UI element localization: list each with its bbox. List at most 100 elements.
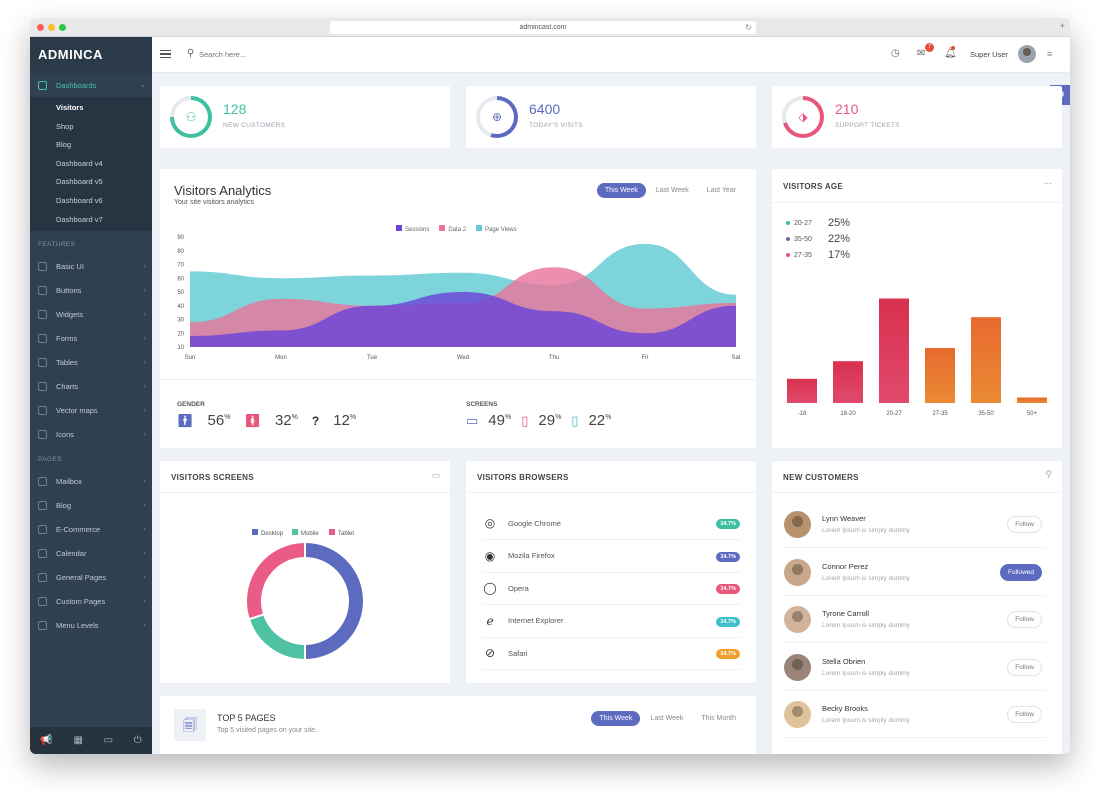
- chat-icon[interactable]: ▭: [103, 735, 114, 746]
- new-tab-icon[interactable]: +: [1059, 21, 1065, 31]
- screens-mobile: 22%: [588, 412, 611, 429]
- tab-last-year[interactable]: Last Year: [706, 187, 736, 194]
- customer-subtitle: Lorem Ipsum is simply dummy: [822, 622, 910, 629]
- close-dot[interactable]: [37, 24, 44, 31]
- customer-avatar[interactable]: [784, 653, 811, 681]
- reload-icon[interactable]: ↻: [745, 23, 752, 32]
- nav-item[interactable]: Calendar ‹: [30, 541, 152, 565]
- customer-name[interactable]: Lynn Weaver: [822, 514, 866, 523]
- gender-female: 32%: [275, 412, 298, 429]
- submenu-item[interactable]: Dashboard v4: [56, 158, 103, 168]
- minimize-dot[interactable]: [48, 24, 55, 31]
- tab-this-week[interactable]: This Week: [596, 183, 646, 198]
- browser-icon: ℯ: [486, 613, 494, 628]
- stat-value: 6400: [529, 101, 561, 117]
- browser-row[interactable]: ℯ Internet Explorer 34.7%: [482, 605, 740, 638]
- submenu-item[interactable]: Visitors: [56, 103, 84, 112]
- search-input[interactable]: [199, 46, 399, 62]
- tab-last-week[interactable]: Last Week: [655, 187, 689, 194]
- nav-label: Forms: [56, 333, 78, 343]
- customer-avatar[interactable]: [784, 511, 811, 538]
- customer-avatar[interactable]: [784, 558, 811, 586]
- user-icon[interactable]: ⚲: [1045, 469, 1052, 479]
- nav-item[interactable]: Custom Pages ‹: [30, 589, 152, 613]
- series-area: [190, 292, 736, 347]
- submenu-item[interactable]: Dashboard v6: [56, 195, 103, 205]
- y-tick-label: 50: [177, 290, 184, 296]
- mail-icon[interactable]: ✉: [917, 48, 926, 59]
- browser-row[interactable]: ◎ Google Chrome 34.7%: [482, 507, 740, 540]
- tab-this-week[interactable]: This Week: [591, 711, 641, 726]
- brand-logo[interactable]: ADMINCA: [30, 37, 152, 73]
- customer-avatar[interactable]: [784, 606, 811, 633]
- hamburger-icon[interactable]: [160, 50, 171, 58]
- nav-item[interactable]: Menu Levels ‹: [30, 613, 152, 637]
- chevron-icon: ‹: [143, 501, 146, 509]
- clock-icon[interactable]: ◷: [891, 48, 900, 59]
- browser-icon: ◉: [484, 548, 496, 563]
- follow-button[interactable]: Followed: [999, 563, 1042, 581]
- follow-button[interactable]: Follow: [1007, 658, 1042, 676]
- stat-label: TODAY'S VISITS: [529, 122, 583, 129]
- submenu-item[interactable]: Blog: [56, 140, 72, 150]
- nav-item[interactable]: Widgets ‹: [30, 302, 152, 326]
- nav-item[interactable]: Vector maps ‹: [30, 398, 152, 422]
- value: 12: [333, 412, 350, 429]
- nav-label: Menu Levels: [56, 620, 99, 630]
- submenu-item[interactable]: Dashboard v7: [56, 214, 103, 224]
- divider: [160, 492, 450, 493]
- nav-item[interactable]: Tables ‹: [30, 350, 152, 374]
- legend-swatch: [252, 529, 258, 535]
- submenu-item[interactable]: Dashboard v5: [56, 177, 103, 187]
- new-customers-card: NEW CUSTOMERS ⚲ Lynn Weaver Lorem Ipsum i…: [772, 461, 1062, 754]
- browser-name: Safari: [508, 648, 528, 658]
- x-tick-label: 50+: [1027, 411, 1038, 417]
- bell-icon[interactable]: 🔔︎: [944, 48, 957, 59]
- more-options-icon[interactable]: ...: [1043, 176, 1052, 187]
- nav-label: Buttons: [56, 285, 82, 295]
- nav-icon: [38, 261, 47, 271]
- nav-icon: [38, 548, 47, 558]
- customer-avatar[interactable]: [784, 701, 811, 728]
- monitor-icon[interactable]: ▭: [431, 470, 440, 480]
- menu-lines-icon[interactable]: ≡: [1047, 49, 1053, 59]
- tab-this-month[interactable]: This Month: [701, 715, 736, 722]
- user-avatar[interactable]: [1018, 45, 1036, 63]
- follow-button[interactable]: Follow: [1007, 516, 1042, 533]
- customer-name[interactable]: Stella Obrien: [822, 656, 866, 666]
- nav-item[interactable]: Icons ‹: [30, 422, 152, 446]
- power-icon[interactable]: ⏻: [133, 735, 142, 746]
- tab-last-week[interactable]: Last Week: [650, 715, 684, 722]
- legend-label: Page Views: [485, 227, 517, 233]
- nav-item[interactable]: E-Commerce ‹: [30, 517, 152, 541]
- maximize-dot[interactable]: [59, 24, 66, 31]
- nav-item[interactable]: Charts ‹: [30, 374, 152, 398]
- megaphone-icon[interactable]: 📢: [40, 735, 53, 746]
- donut-slice: [245, 540, 306, 621]
- legend-swatch: [292, 529, 298, 535]
- customer-name[interactable]: Tyrone Carroll: [822, 609, 870, 618]
- customer-name[interactable]: Becky Brooks: [822, 704, 868, 713]
- submenu-item[interactable]: Shop: [56, 121, 74, 131]
- follow-button[interactable]: Follow: [1007, 706, 1042, 723]
- user-name[interactable]: Super User: [970, 50, 1008, 59]
- browser-name: Opera: [508, 583, 529, 593]
- nav-item[interactable]: Blog ‹: [30, 493, 152, 517]
- nav-item[interactable]: General Pages ‹: [30, 565, 152, 589]
- browser-row[interactable]: ◉ Mozila Firefox 34.7%: [482, 540, 740, 573]
- value: 29: [538, 412, 556, 429]
- nav-label: Tables: [56, 357, 78, 367]
- nav-item[interactable]: Buttons ‹: [30, 278, 152, 302]
- follow-button[interactable]: Follow: [1007, 611, 1042, 628]
- calendar-icon[interactable]: ▦: [73, 735, 83, 746]
- address-bar[interactable]: admincast.com ↻: [330, 21, 756, 34]
- nav-item[interactable]: Mailbox ‹: [30, 469, 152, 493]
- nav-item[interactable]: Basic UI ‹: [30, 254, 152, 278]
- age-bar: [787, 378, 817, 403]
- nav-dashboards[interactable]: Dashboards ⌄: [30, 73, 152, 97]
- nav-item[interactable]: Forms ‹: [30, 326, 152, 350]
- chevron-icon: ‹: [143, 597, 146, 605]
- browser-row[interactable]: ⊘ Safari 34.7%: [482, 637, 740, 670]
- browser-row[interactable]: ◯ Opera 34.7%: [482, 572, 740, 605]
- customer-name[interactable]: Connor Perez: [822, 561, 869, 571]
